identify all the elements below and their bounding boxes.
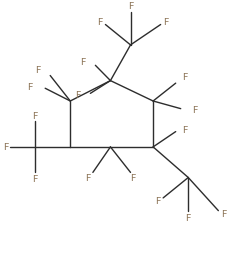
Text: F: F	[85, 173, 90, 182]
Text: F: F	[4, 143, 9, 152]
Text: F: F	[32, 174, 38, 184]
Text: F: F	[154, 196, 160, 205]
Text: F: F	[181, 125, 186, 134]
Text: F: F	[220, 209, 226, 218]
Text: F: F	[35, 65, 40, 74]
Text: F: F	[27, 83, 33, 92]
Text: F: F	[127, 2, 133, 11]
Text: F: F	[163, 18, 168, 27]
Text: F: F	[185, 213, 190, 222]
Text: F: F	[97, 18, 102, 27]
Text: F: F	[80, 58, 85, 67]
Text: F: F	[181, 73, 186, 82]
Text: F: F	[75, 91, 80, 100]
Text: F: F	[130, 173, 135, 182]
Text: F: F	[191, 106, 196, 115]
Text: F: F	[32, 111, 38, 120]
